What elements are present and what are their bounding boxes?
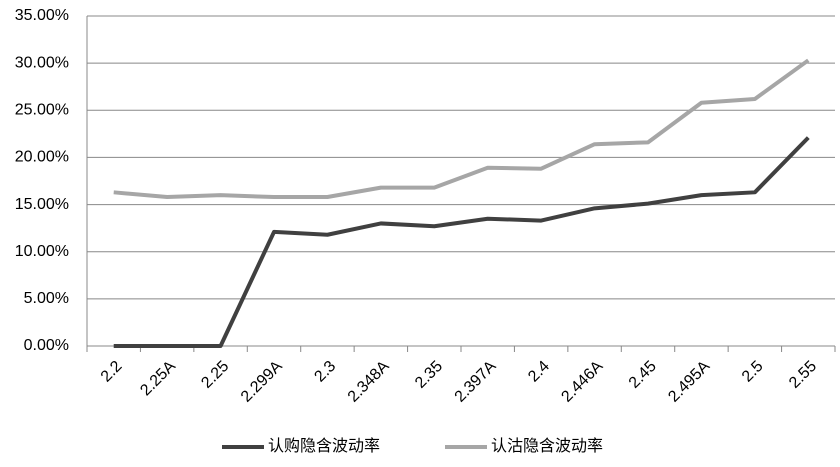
x-tick-label: 2.25A xyxy=(137,358,179,400)
x-tick-label: 2.495A xyxy=(665,358,713,406)
y-tick-label: 0.00% xyxy=(24,337,69,354)
x-tick-label: 2.5 xyxy=(739,358,767,386)
y-tick-label: 5.00% xyxy=(24,290,69,307)
series-line xyxy=(113,136,810,348)
x-tick-label: 2.55 xyxy=(786,358,820,392)
x-tick-label: 2.35 xyxy=(412,358,446,392)
x-tick-label: 2.3 xyxy=(311,358,339,386)
x-tick-label: 2.348A xyxy=(345,358,393,406)
y-tick-label: 15.00% xyxy=(15,196,69,213)
x-tick-label: 2.2 xyxy=(98,358,126,386)
y-tick-label: 35.00% xyxy=(15,7,69,24)
legend-label: 认沽隐含波动率 xyxy=(491,437,603,455)
x-tick-label: 2.25 xyxy=(198,358,232,392)
series-line xyxy=(113,58,810,200)
y-tick-label: 30.00% xyxy=(15,54,69,71)
legend-label: 认购隐含波动率 xyxy=(268,437,380,455)
x-tick-label: 2.299A xyxy=(238,358,286,406)
x-tick-label: 2.4 xyxy=(525,358,553,386)
x-tick-label: 2.45 xyxy=(626,358,660,392)
y-tick-label: 10.00% xyxy=(15,243,69,260)
y-tick-label: 20.00% xyxy=(15,149,69,166)
x-tick-label: 2.446A xyxy=(558,358,606,406)
x-tick-label: 2.397A xyxy=(452,358,500,406)
y-tick-label: 25.00% xyxy=(15,102,69,119)
